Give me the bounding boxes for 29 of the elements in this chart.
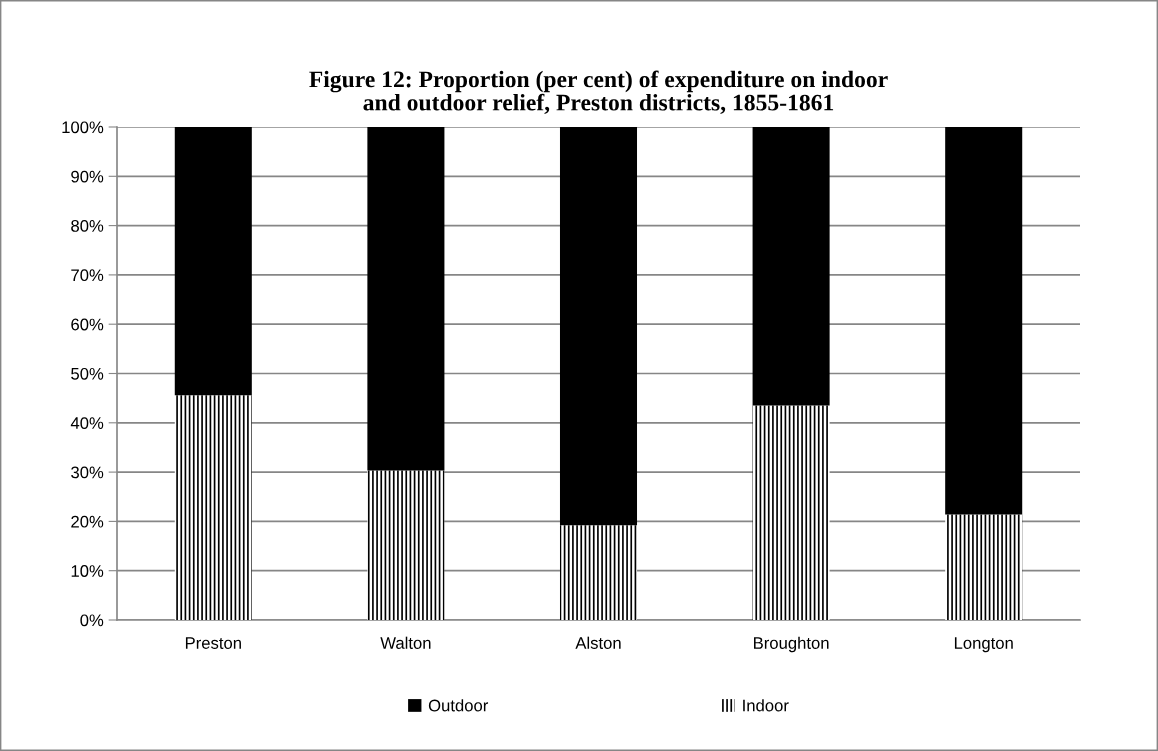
legend-label: Outdoor bbox=[428, 699, 489, 712]
bar bbox=[945, 514, 1023, 620]
chart-title: Figure 12: Proportion (per cent) of expenditure on indoor and outdoor relief, Preston districts, 1855-1861 bbox=[309, 70, 888, 114]
x-tick-label: Preston bbox=[185, 637, 241, 649]
bar bbox=[752, 127, 830, 406]
y-tick-label: 40% bbox=[70, 417, 104, 429]
x-tick-label: Longton bbox=[954, 637, 1013, 653]
y-tick-label: 10% bbox=[71, 565, 104, 577]
y-tick-label: 100% bbox=[62, 121, 104, 134]
bar bbox=[559, 525, 638, 620]
bar bbox=[945, 127, 1023, 515]
y-tick-label: 80% bbox=[71, 220, 104, 232]
y-tick-label: 50% bbox=[71, 367, 104, 380]
bar bbox=[174, 127, 252, 396]
y-tick-label: 20% bbox=[71, 515, 104, 528]
bar bbox=[367, 127, 445, 471]
x-tick-label: Broughton bbox=[754, 636, 829, 653]
bar bbox=[752, 405, 830, 620]
x-tick-label: Walton bbox=[380, 636, 431, 649]
bar bbox=[559, 127, 638, 526]
legend-label: Indoor bbox=[743, 699, 789, 712]
y-tick-label: 90% bbox=[71, 170, 104, 183]
bar bbox=[174, 395, 252, 620]
y-tick-label: 70% bbox=[71, 269, 104, 282]
y-tick-label: 30% bbox=[71, 466, 104, 479]
y-tick-label: 0% bbox=[80, 614, 104, 627]
y-tick-label: 60% bbox=[71, 318, 104, 331]
bar bbox=[367, 470, 445, 620]
x-tick-label: Alston bbox=[575, 636, 621, 649]
